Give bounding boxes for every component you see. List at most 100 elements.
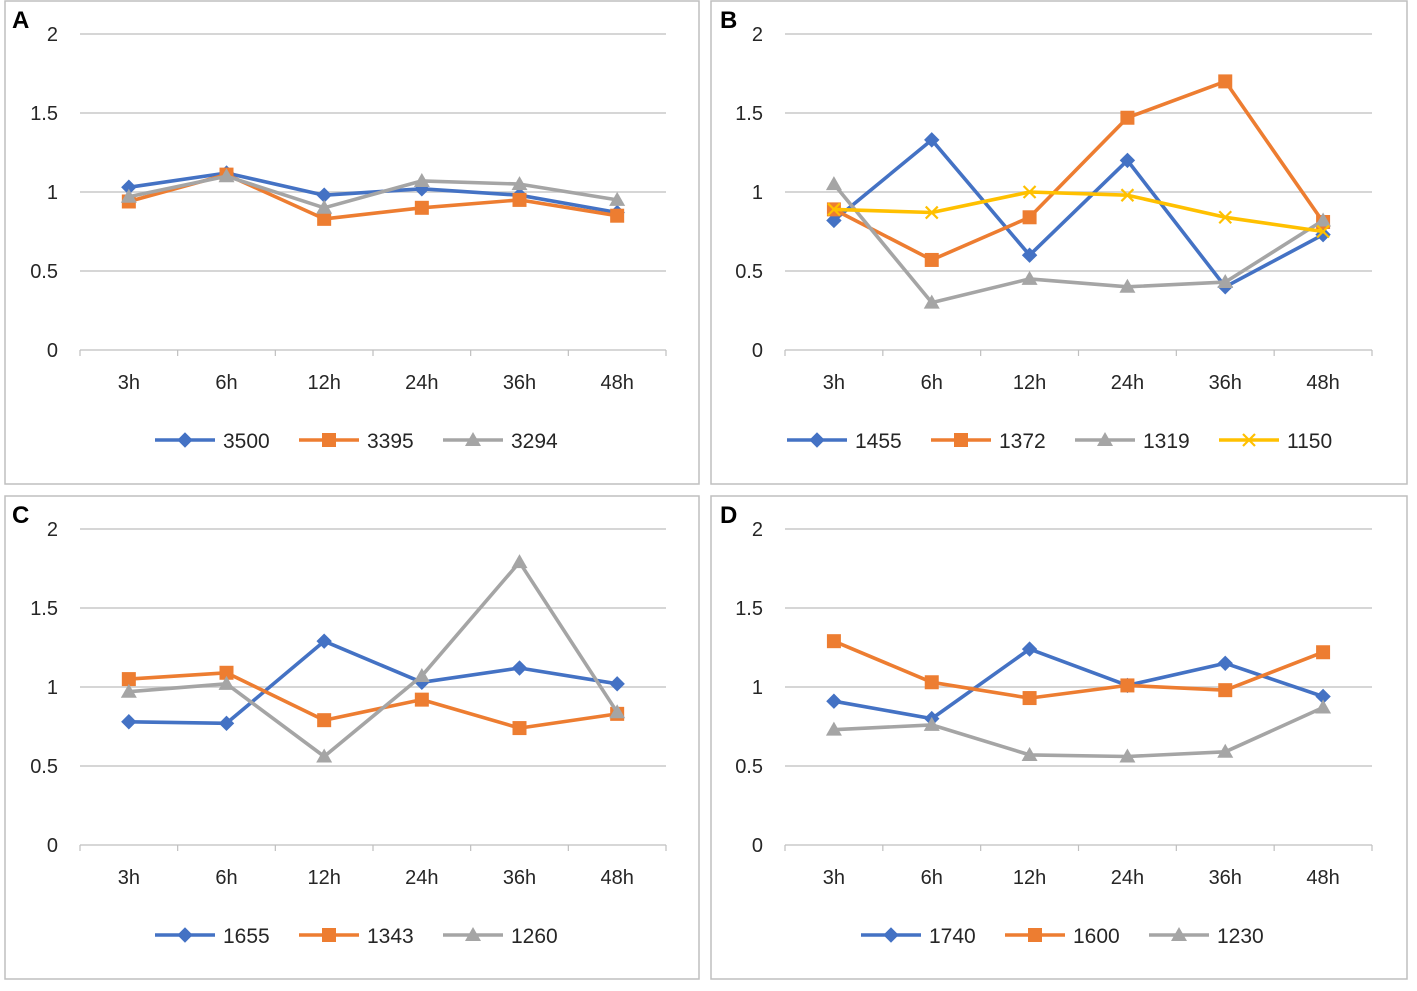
data-point-1372 xyxy=(1022,210,1037,225)
legend-entry-label: 3294 xyxy=(511,430,558,453)
data-point-3395 xyxy=(414,200,429,215)
series-line-1740 xyxy=(832,647,1325,721)
data-point-3395 xyxy=(317,211,332,226)
x-tick-label: 48h xyxy=(600,372,633,394)
legend-swatch-marker xyxy=(177,927,193,943)
legend-entry-label: 1600 xyxy=(1073,925,1120,948)
legend-swatch-marker xyxy=(883,927,899,943)
panel-frame xyxy=(4,0,700,485)
data-point-1230 xyxy=(1119,748,1136,763)
data-point-1455 xyxy=(826,212,842,229)
data-point-1600 xyxy=(1022,691,1037,706)
x-tick-label: 6h xyxy=(215,372,237,394)
x-tick-label: 36h xyxy=(503,372,536,394)
series-line-1372 xyxy=(832,79,1325,262)
x-tick-label: 6h xyxy=(921,372,943,394)
legend-entry-label: 1230 xyxy=(1217,925,1264,948)
panel-c: C 0 0.5 1 1.5 2 3h 6h 12h 24h 36h 48h 1655 1343 1260 xyxy=(4,495,700,980)
x-tick-label: 36h xyxy=(1209,372,1242,394)
data-point-1319 xyxy=(1021,270,1038,285)
y-tick-label: 1 xyxy=(752,677,763,699)
data-point-3395 xyxy=(610,208,625,223)
data-point-1343 xyxy=(317,713,332,728)
data-point-1319 xyxy=(1217,274,1234,289)
legend-swatch-marker xyxy=(322,433,336,447)
data-point-1260 xyxy=(218,675,235,690)
panel-letter: A xyxy=(12,7,29,34)
x-tick-label: 12h xyxy=(307,372,340,394)
data-point-1260 xyxy=(316,748,333,763)
y-tick-label: 2 xyxy=(752,24,763,46)
y-tick-label: 2 xyxy=(752,519,763,541)
series-line-3294 xyxy=(127,174,620,210)
data-point-1600 xyxy=(924,675,939,690)
data-point-1600 xyxy=(1120,678,1135,693)
data-point-1740 xyxy=(826,693,842,709)
x-tick-label: 48h xyxy=(600,867,633,889)
legend-entry-label: 1343 xyxy=(367,925,414,948)
legend-swatch-marker xyxy=(322,928,336,942)
data-point-1150 xyxy=(924,205,939,220)
data-point-1260 xyxy=(609,704,626,719)
panel-a: A 0 0.5 1 1.5 2 3h 6h 12h 24h 36h 48h 3500 3395 3294 xyxy=(4,0,700,485)
x-tick-label: 48h xyxy=(1306,867,1339,889)
x-tick-label: 3h xyxy=(118,372,140,394)
y-tick-label: 2 xyxy=(47,24,58,46)
data-point-3294 xyxy=(316,199,333,214)
series-line-3500 xyxy=(127,171,620,215)
data-point-1655 xyxy=(511,660,528,676)
series-line-1319 xyxy=(832,182,1325,305)
legend-entry-label: 1372 xyxy=(999,430,1046,453)
y-tick-label: 0.5 xyxy=(30,756,58,778)
panel-frame xyxy=(710,495,1408,980)
legend-swatch-marker xyxy=(809,432,825,448)
legend-swatch-marker xyxy=(954,433,968,447)
x-tick-label: 12h xyxy=(1013,372,1046,394)
data-point-1230 xyxy=(923,716,940,731)
y-tick-label: 0 xyxy=(752,835,763,857)
legend-entry-label: 1655 xyxy=(223,925,270,948)
data-point-1260 xyxy=(413,667,430,682)
legend-swatch-marker xyxy=(1097,432,1113,446)
legend-swatch-marker xyxy=(1171,927,1187,941)
x-tick-label: 48h xyxy=(1306,372,1339,394)
y-tick-label: 2 xyxy=(47,519,58,541)
panel-frame xyxy=(710,0,1408,485)
x-tick-label: 3h xyxy=(823,867,845,889)
data-point-1230 xyxy=(1217,743,1234,758)
data-point-1343 xyxy=(512,721,527,736)
data-point-1740 xyxy=(1217,655,1233,672)
legend-entry-label: 1260 xyxy=(511,925,558,948)
legend-swatch-marker xyxy=(465,927,481,941)
data-point-3294 xyxy=(120,188,137,203)
x-tick-label: 3h xyxy=(823,372,845,394)
y-tick-label: 1 xyxy=(47,677,58,699)
data-point-1655 xyxy=(609,676,625,692)
y-tick-label: 1.5 xyxy=(735,103,763,125)
data-point-1150 xyxy=(827,202,841,217)
panel-b: B 0 0.5 1 1.5 2 3h 6h 12h 24h 36h 48h 1455 1372 1319 11… xyxy=(710,0,1408,485)
data-point-1150 xyxy=(1316,224,1330,239)
data-point-1230 xyxy=(1315,699,1332,714)
y-tick-label: 0.5 xyxy=(735,756,763,778)
x-tick-label: 12h xyxy=(307,867,340,889)
x-tick-label: 24h xyxy=(405,372,438,394)
y-tick-label: 1.5 xyxy=(735,598,763,620)
y-tick-label: 1 xyxy=(47,182,58,204)
data-point-1319 xyxy=(1119,278,1136,293)
x-tick-label: 36h xyxy=(503,867,536,889)
data-point-1655 xyxy=(316,633,332,649)
y-tick-label: 0 xyxy=(47,340,58,362)
data-point-3294 xyxy=(609,191,626,206)
legend-swatch-marker xyxy=(177,432,193,448)
panel-letter: C xyxy=(12,502,29,529)
x-tick-label: 6h xyxy=(921,867,943,889)
series-line-1230 xyxy=(832,705,1325,759)
x-tick-label: 12h xyxy=(1013,867,1046,889)
data-point-1343 xyxy=(414,692,429,707)
y-tick-label: 0 xyxy=(47,835,58,857)
series-line-1455 xyxy=(832,138,1325,289)
y-tick-label: 1.5 xyxy=(30,103,58,125)
panel-frame xyxy=(4,495,700,980)
